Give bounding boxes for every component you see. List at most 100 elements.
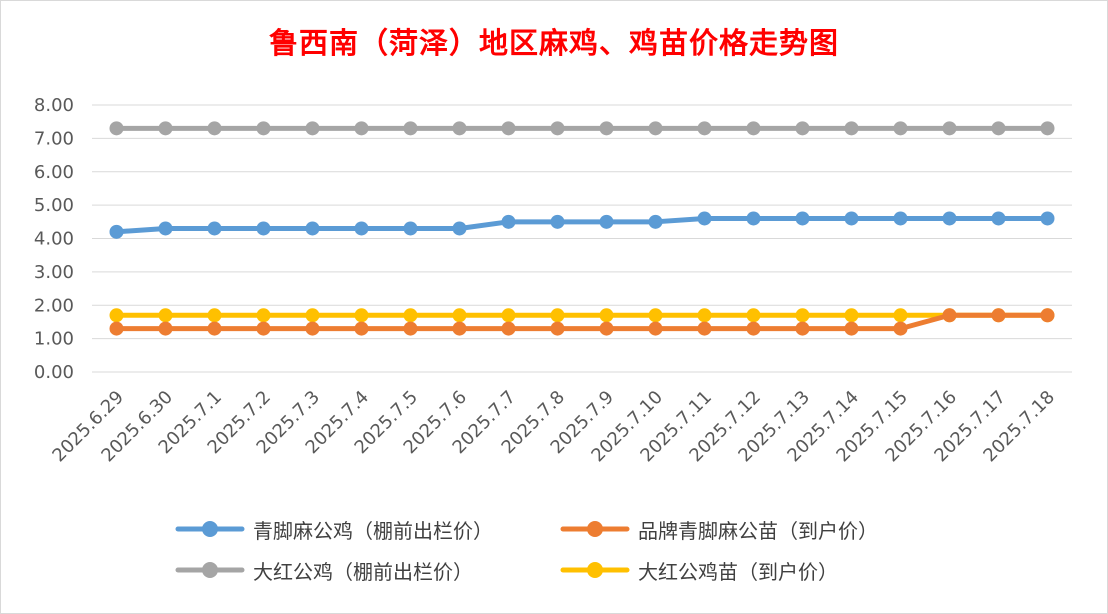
- data-point: [893, 211, 908, 226]
- y-tick-label: 8.00: [34, 95, 74, 116]
- data-point: [991, 308, 1006, 323]
- data-point: [893, 321, 908, 336]
- data-point: [1040, 308, 1055, 323]
- data-point: [746, 321, 761, 336]
- legend-swatch-marker: [587, 562, 603, 578]
- data-point: [354, 308, 369, 323]
- series-0: [109, 211, 1055, 239]
- series-line: [114, 215, 1050, 235]
- data-point: [256, 221, 271, 236]
- data-point: [746, 211, 761, 226]
- data-point: [109, 121, 124, 136]
- legend-label: 品牌青脚麻公苗（到户价）: [638, 518, 878, 543]
- data-point: [550, 121, 565, 136]
- data-point: [207, 308, 222, 323]
- data-point: [158, 321, 173, 336]
- data-point: [550, 321, 565, 336]
- data-point: [550, 308, 565, 323]
- legend-label: 大红公鸡苗（到户价）: [638, 559, 838, 584]
- y-tick-label: 2.00: [34, 295, 74, 316]
- data-point: [648, 321, 663, 336]
- y-tick-label: 0.00: [34, 362, 74, 383]
- data-point: [991, 211, 1006, 226]
- data-point: [207, 321, 222, 336]
- legend-item: 青脚麻公鸡（棚前出栏价）: [175, 514, 493, 544]
- x-axis-tick-labels: 2025.6.292025.6.302025.7.12025.7.22025.7…: [48, 387, 1059, 467]
- legend-swatch: [560, 521, 630, 537]
- legend-swatch-marker: [202, 521, 218, 537]
- legend-swatch: [175, 521, 245, 537]
- data-point: [844, 308, 859, 323]
- data-point: [501, 121, 516, 136]
- data-point: [256, 308, 271, 323]
- data-point: [403, 321, 418, 336]
- data-point: [844, 211, 859, 226]
- data-point: [452, 221, 467, 236]
- chart-legend: 青脚麻公鸡（棚前出栏价） 品牌青脚麻公苗（到户价） 大红公鸡（棚前出栏价） 大红公鸡苗…: [175, 514, 975, 594]
- data-point: [109, 321, 124, 336]
- data-point: [305, 321, 320, 336]
- data-point: [697, 211, 712, 226]
- legend-item: 品牌青脚麻公苗（到户价）: [560, 514, 878, 544]
- data-point: [305, 308, 320, 323]
- y-tick-label: 1.00: [34, 329, 74, 350]
- data-point: [942, 121, 957, 136]
- data-point: [942, 211, 957, 226]
- data-point: [403, 308, 418, 323]
- data-point: [648, 308, 663, 323]
- data-point: [550, 214, 565, 229]
- data-point: [452, 308, 467, 323]
- data-point: [354, 321, 369, 336]
- data-point: [158, 308, 173, 323]
- data-point: [158, 221, 173, 236]
- y-tick-label: 3.00: [34, 262, 74, 283]
- data-point: [256, 121, 271, 136]
- data-point: [403, 221, 418, 236]
- y-tick-label: 5.00: [34, 195, 74, 216]
- data-point: [942, 308, 957, 323]
- data-point: [844, 321, 859, 336]
- data-point: [501, 214, 516, 229]
- data-point: [795, 321, 810, 336]
- data-point: [109, 308, 124, 323]
- data-point: [501, 308, 516, 323]
- y-tick-label: 7.00: [34, 128, 74, 149]
- data-point: [109, 224, 124, 239]
- legend-swatch: [560, 562, 630, 578]
- series-3: [109, 308, 1055, 323]
- data-point: [795, 211, 810, 226]
- data-point: [305, 221, 320, 236]
- chart-title: 鲁西南（菏泽）地区麻鸡、鸡苗价格走势图: [268, 26, 839, 60]
- data-point: [697, 121, 712, 136]
- data-point: [991, 121, 1006, 136]
- data-point: [207, 121, 222, 136]
- data-point: [354, 221, 369, 236]
- data-point: [795, 308, 810, 323]
- data-point: [893, 121, 908, 136]
- legend-label: 大红公鸡（棚前出栏价）: [253, 559, 473, 584]
- data-point: [697, 321, 712, 336]
- data-point: [501, 321, 516, 336]
- data-point: [1040, 211, 1055, 226]
- data-point: [795, 121, 810, 136]
- series-1: [109, 308, 1055, 336]
- legend-swatch-marker: [587, 521, 603, 537]
- legend-swatch: [175, 562, 245, 578]
- data-point: [599, 321, 614, 336]
- y-tick-label: 4.00: [34, 229, 74, 250]
- data-point: [648, 121, 663, 136]
- data-point: [403, 121, 418, 136]
- legend-item: 大红公鸡苗（到户价）: [560, 555, 838, 585]
- gridlines: [92, 104, 1072, 373]
- data-point: [599, 308, 614, 323]
- legend-swatch-marker: [202, 562, 218, 578]
- data-point: [452, 121, 467, 136]
- data-point: [844, 121, 859, 136]
- y-tick-label: 6.00: [34, 162, 74, 183]
- data-point: [1040, 121, 1055, 136]
- series-lines: [109, 121, 1055, 336]
- series-line: [114, 312, 1050, 332]
- data-point: [648, 214, 663, 229]
